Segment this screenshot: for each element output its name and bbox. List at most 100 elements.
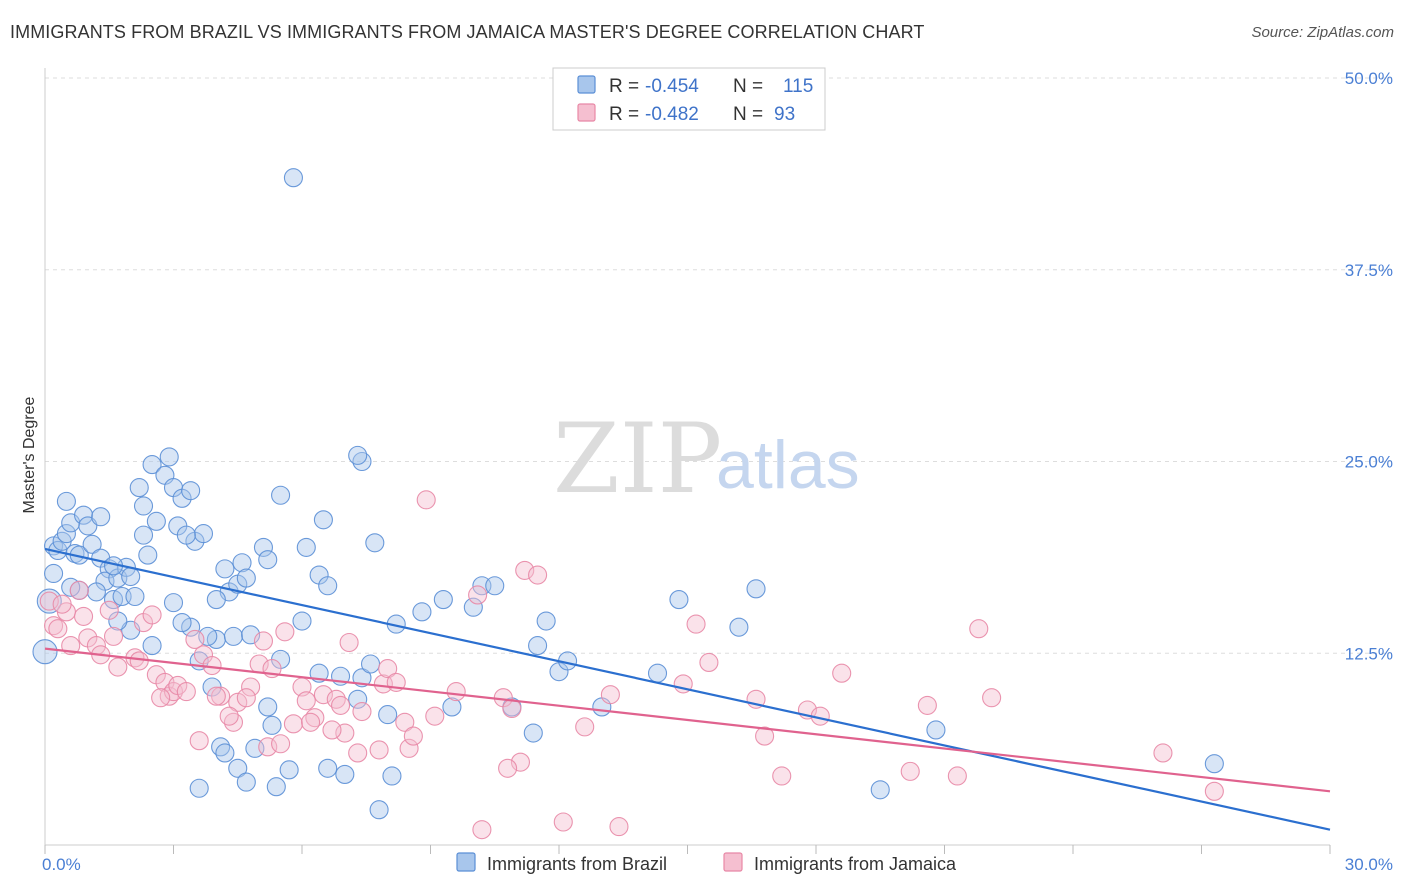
brazil-point [146,511,166,531]
bottom-legend-jamaica: Immigrants from Jamaica [754,854,957,874]
jamaica-point [48,619,68,639]
jamaica-point [283,714,303,734]
jamaica-point [369,740,389,760]
brazil-point [746,579,766,599]
legend-r-label: R = [609,104,639,125]
brazil-point [485,576,505,596]
brazil-point [232,553,252,573]
source-label: Source: ZipAtlas.com [1251,24,1394,41]
jamaica-point [515,560,535,580]
jamaica-point [969,619,989,639]
y-tick-label: 25.0% [1345,453,1393,472]
jamaica-point [103,626,124,646]
brazil-point [1204,754,1224,774]
brazil-point [926,720,946,740]
jamaica-point [108,657,128,677]
y-axis-label: Master's Degree [21,396,38,513]
brazil-point [142,455,162,475]
jamaica-point [296,691,316,711]
jamaica-point [917,695,937,715]
jamaica-point [982,688,1002,708]
brazil-point [382,766,402,786]
jamaica-point [900,761,920,781]
brazil-point [262,715,282,735]
legend-r-value-brazil: -0.454 [645,76,699,97]
brazil-point [181,481,201,501]
brazil-point [647,663,668,683]
brazil-point [206,590,226,610]
brazil-point [313,510,333,530]
bottom-legend: Immigrants from Brazil Immigrants from J… [456,852,957,874]
brazil-point [159,447,179,467]
brazil-point [433,590,453,610]
brazil-point [528,636,548,656]
jamaica-point [236,688,256,708]
jamaica-point [600,685,620,705]
jamaica-point [832,663,852,683]
jamaica-point [129,651,149,671]
brazil-point [536,611,556,631]
jamaica-point [241,677,261,697]
jamaica-point [686,614,706,634]
jamaica-point [275,622,295,642]
brazil-point [258,550,278,570]
jamaica-point [301,712,321,732]
tick-labels: 12.5% 25.0% 37.5% 50.0% 0.0% 30.0% [42,69,1393,874]
watermark-atlas: atlas [716,427,860,503]
brazil-point [283,168,303,188]
brazil-point [172,613,192,633]
axes [44,68,1331,854]
legend-n-label: N = [733,76,763,97]
legend-n-label: N = [733,104,763,125]
brazil-point [523,723,543,743]
jamaica-point [69,580,89,600]
jamaica-point [271,734,291,754]
brazil-point [78,516,98,536]
brazil-point [193,524,214,544]
jamaica-point [399,738,419,758]
brazil-point [142,636,162,656]
jamaica-point [416,490,436,510]
jamaica-point [553,812,573,832]
jamaica-points [39,490,1224,840]
trend-lines [44,547,1331,831]
brazil-points [32,168,1224,820]
jamaica-point [498,758,518,778]
brazil-point [129,478,149,498]
x-tick-label: 0.0% [42,855,81,874]
brazil-point [442,697,462,717]
brazil-point [133,525,154,545]
legend-r-label: R = [609,76,639,97]
brazil-point [253,537,274,557]
brazil-point [348,689,368,709]
jamaica-point [575,717,595,737]
jamaica-point [99,600,119,620]
brazil-trend-line [44,547,1331,831]
jamaica-point [472,820,492,840]
brazil-point [121,566,141,587]
brazil-point [360,654,381,674]
jamaica-point [185,629,205,649]
x-tick-label: 30.0% [1345,855,1393,874]
jamaica-point [330,695,351,715]
brazil-point [348,445,368,465]
jamaica-point [1153,743,1173,763]
brazil-point [669,590,689,610]
brazil-point [228,758,248,778]
brazil-point [163,593,184,613]
brazil-point [365,533,385,553]
jamaica-point [151,688,171,708]
jamaica-point [74,606,94,626]
bottom-legend-swatch-brazil [456,852,476,872]
brazil-point [378,705,398,725]
jamaica-point [52,594,72,614]
jamaica-point [228,692,248,712]
brazil-point [318,758,338,778]
legend-swatch-brazil [577,75,596,94]
brazil-point [292,611,312,631]
jamaica-trend-line [44,647,1331,793]
legend-n-value-brazil: 115 [783,76,813,97]
y-tick-label: 50.0% [1345,69,1393,88]
jamaica-point [211,686,231,706]
